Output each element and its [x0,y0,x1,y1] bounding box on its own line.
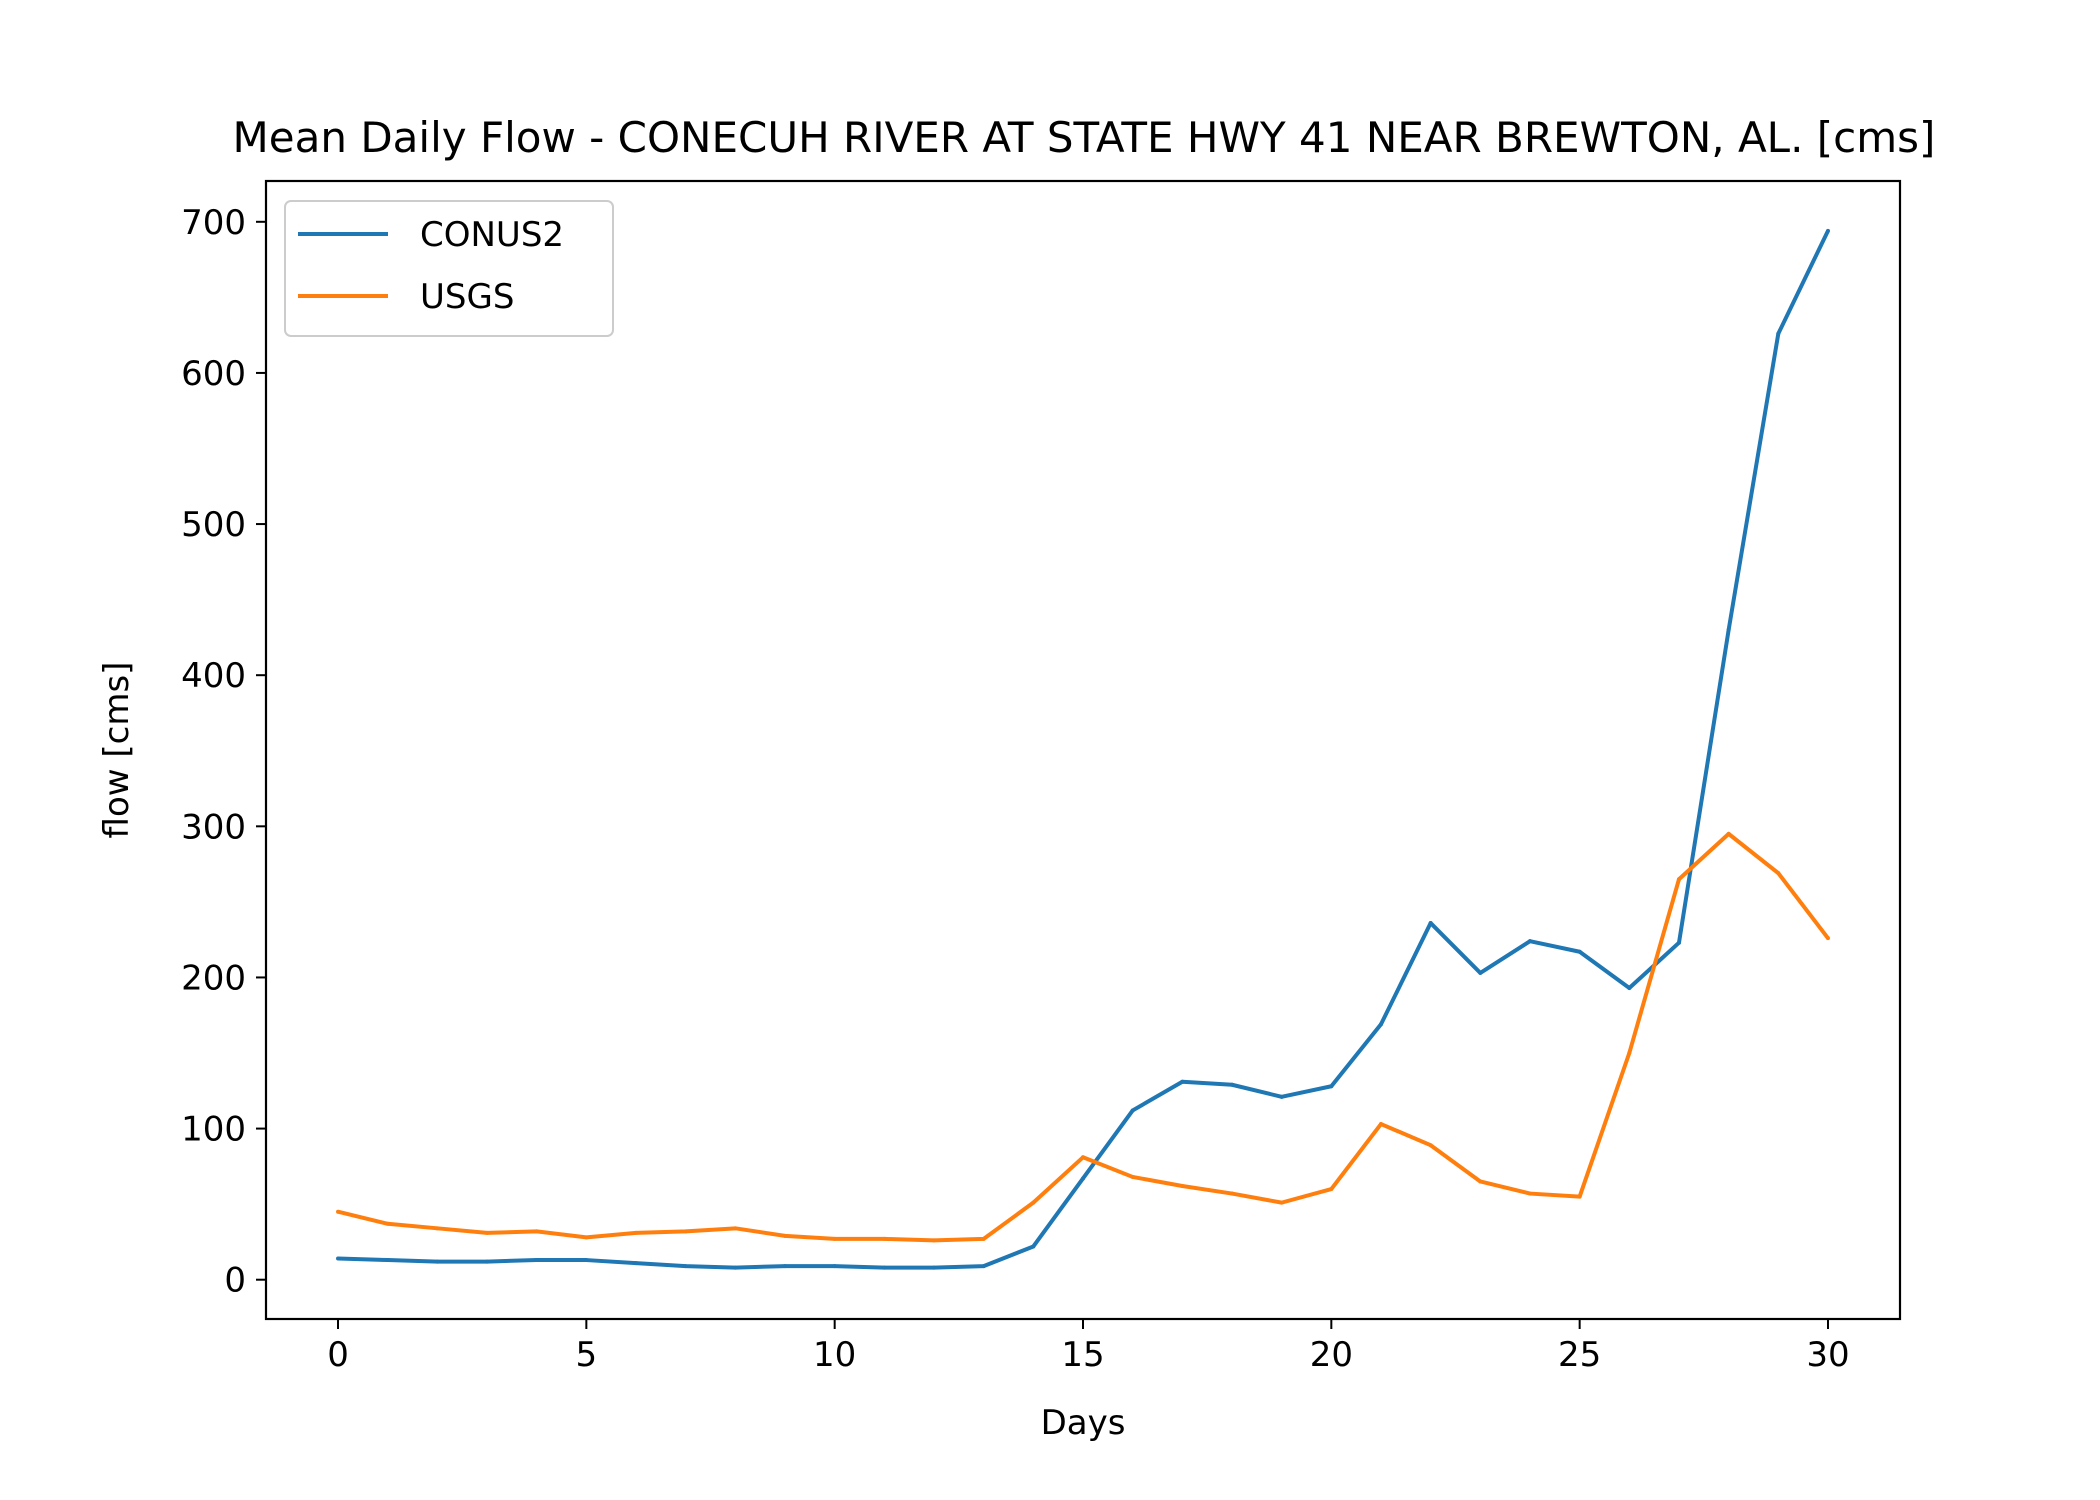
data-point-conus2 [1478,970,1483,975]
data-point-usgs [1230,1191,1234,1196]
data-point-conus2 [733,1265,738,1270]
data-point-conus2 [1676,940,1681,945]
data-point-conus2 [534,1258,539,1263]
data-point-conus2 [1577,949,1582,954]
data-point-usgs [1329,1187,1334,1192]
data-point-conus2 [1230,1082,1234,1087]
data-point-conus2 [1130,1108,1135,1113]
legend-label-usgs: USGS [420,277,514,317]
data-point-conus2 [882,1265,887,1270]
data-point-usgs [1825,936,1830,941]
data-point-conus2 [1428,921,1433,926]
data-point-usgs [932,1238,936,1243]
data-point-conus2 [1726,627,1731,632]
data-point-usgs [1428,1143,1433,1148]
data-point-conus2 [1627,986,1632,991]
x-axis-label: Days [1041,1403,1126,1443]
data-point-conus2 [1279,1094,1284,1099]
x-tick-label: 0 [327,1335,349,1375]
data-point-usgs [1031,1200,1036,1205]
data-point-conus2 [1776,331,1781,336]
data-point-conus2 [783,1264,788,1269]
data-point-usgs [1279,1200,1284,1205]
data-point-usgs [981,1236,986,1241]
legend-label-conus2: CONUS2 [420,215,564,255]
data-point-usgs [783,1233,788,1238]
x-tick-label: 25 [1558,1335,1601,1375]
y-tick-label: 700 [181,203,246,243]
x-tick-label: 30 [1806,1335,1849,1375]
data-point-conus2 [634,1261,639,1266]
series-layer [336,228,1830,1270]
x-tick-label: 20 [1310,1335,1353,1375]
data-point-conus2 [1378,1022,1383,1027]
y-tick-label: 600 [181,354,246,394]
y-tick-label: 0 [224,1261,246,1301]
data-point-usgs [1776,871,1781,876]
data-point-conus2 [584,1258,589,1263]
data-point-conus2 [1527,939,1532,944]
data-point-conus2 [336,1256,341,1261]
data-point-usgs [336,1209,341,1214]
x-tick-label: 15 [1061,1335,1104,1375]
x-axis: 0 5 10 15 20 25 30 [327,1319,1850,1375]
y-tick-label: 200 [181,958,246,998]
data-point-usgs [584,1235,589,1240]
x-tick-label: 10 [813,1335,856,1375]
data-point-usgs [534,1229,539,1234]
data-point-conus2 [435,1259,440,1264]
data-point-usgs [1180,1184,1185,1189]
data-point-conus2 [832,1264,837,1269]
data-point-conus2 [385,1258,390,1263]
data-point-usgs [1378,1122,1383,1127]
data-point-usgs [733,1226,738,1231]
data-point-conus2 [1081,1176,1085,1181]
data-point-usgs [485,1230,490,1235]
y-tick-label: 500 [181,505,246,545]
data-point-usgs [1478,1179,1483,1184]
data-point-usgs [882,1236,887,1241]
y-tick-label: 300 [181,807,246,847]
y-tick-label: 400 [181,656,246,696]
legend: CONUS2 USGS [284,200,614,337]
data-point-conus2 [1180,1079,1185,1084]
data-point-usgs [832,1236,837,1241]
y-axis-label: flow [cms] [97,662,137,839]
data-point-usgs [1726,831,1731,836]
data-point-conus2 [485,1259,490,1264]
y-axis: 0 100 200 300 400 500 600 700 [181,203,266,1301]
data-point-usgs [683,1229,688,1234]
data-point-conus2 [1825,228,1830,233]
data-point-usgs [435,1226,440,1231]
data-point-usgs [385,1221,390,1226]
data-point-conus2 [683,1264,688,1269]
data-point-conus2 [981,1264,986,1269]
y-tick-label: 100 [181,1110,246,1150]
data-point-usgs [1627,1051,1632,1056]
data-point-usgs [1130,1174,1135,1179]
x-tick-label: 5 [576,1335,598,1375]
data-point-conus2 [932,1265,936,1270]
data-point-usgs [1081,1155,1085,1160]
data-point-usgs [1527,1191,1532,1196]
data-point-conus2 [1031,1244,1036,1249]
data-point-usgs [1577,1194,1582,1199]
data-point-usgs [1676,877,1681,882]
chart-title: Mean Daily Flow - CONECUH RIVER AT STATE… [233,113,1936,162]
data-point-usgs [634,1230,639,1235]
data-point-conus2 [1329,1084,1334,1089]
